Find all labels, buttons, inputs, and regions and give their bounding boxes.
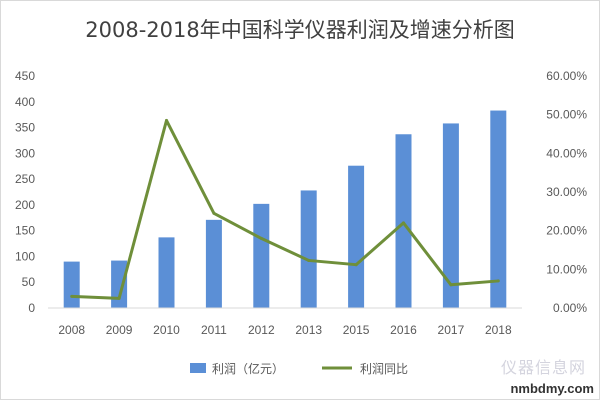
y-left-tick-label: 450 <box>15 69 35 83</box>
y-right-tick-label: 40.00% <box>546 146 587 160</box>
bar-2015 <box>348 165 365 308</box>
y-left-tick-label: 100 <box>15 249 35 263</box>
bar-2018 <box>490 110 507 308</box>
bar-2017 <box>442 123 459 308</box>
line-point-2010 <box>165 118 168 122</box>
line-point-2008 <box>70 294 74 298</box>
legend: 利润（亿元） 利润同比 <box>190 361 408 376</box>
x-tick-label: 2013 <box>295 323 322 337</box>
bar-2011 <box>205 219 222 308</box>
y-right-tick-label: 50.00% <box>546 108 587 122</box>
y-left-tick-label: 50 <box>22 275 36 289</box>
bar-2012 <box>253 203 270 308</box>
bar-2010 <box>158 237 175 308</box>
y-left-tick-label: 250 <box>15 172 35 186</box>
bar-2009 <box>111 260 128 308</box>
chart-title: 2008-2018年中国科学仪器利润及增速分析图 <box>85 18 515 42</box>
y-left-tick-label: 400 <box>15 95 35 109</box>
bar-2016 <box>395 134 412 308</box>
x-tick-label: 2018 <box>485 323 512 337</box>
line-point-2012 <box>259 236 263 240</box>
x-tick-label: 2009 <box>106 323 133 337</box>
y-axis-left: 0 50 100 150 200 250 300 350 400 450 <box>15 69 35 315</box>
y-left-tick-label: 150 <box>15 224 35 238</box>
line-series <box>70 118 500 300</box>
x-tick-label: 2015 <box>343 323 370 337</box>
y-right-tick-label: 60.00% <box>546 69 587 83</box>
y-left-tick-label: 300 <box>15 146 35 160</box>
legend-swatch-bar <box>190 363 206 373</box>
line-point-2009 <box>117 296 121 300</box>
x-axis: 2008 2009 2010 2011 2012 2013 2015 2016 2017 2018 <box>48 307 522 337</box>
y-right-tick-label: 0.00% <box>553 301 587 315</box>
line-point-2016 <box>402 221 405 225</box>
line-point-2015 <box>354 263 358 267</box>
x-tick-label: 2012 <box>248 323 275 337</box>
x-tick-label: 2016 <box>390 323 417 337</box>
y-left-tick-label: 350 <box>15 121 35 135</box>
legend-label-line: 利润同比 <box>360 362 408 376</box>
y-right-tick-label: 30.00% <box>546 185 587 199</box>
x-tick-label: 2017 <box>438 323 465 337</box>
watermark-logo: 仪器信息网 <box>500 358 586 377</box>
y-left-tick-label: 0 <box>28 301 35 315</box>
bar-series <box>63 110 507 308</box>
watermark-text: nmbdmy.com <box>510 381 594 396</box>
line-point-2018 <box>496 279 500 283</box>
legend-label-bar: 利润（亿元） <box>212 361 284 376</box>
y-left-tick-label: 200 <box>15 198 35 212</box>
line-point-2013 <box>307 258 311 262</box>
line-point-2017 <box>449 283 453 287</box>
x-tick-label: 2008 <box>58 323 85 337</box>
bar-2013 <box>300 190 317 308</box>
y-axis-right: 0.00% 10.00% 20.00% 30.00% 40.00% 50.00% 60.00… <box>546 69 587 315</box>
line-point-2011 <box>212 211 216 215</box>
x-tick-label: 2011 <box>201 323 227 337</box>
line-profit-yoy <box>71 118 499 300</box>
x-tick-label: 2010 <box>153 323 180 337</box>
bar-2008 <box>63 261 80 308</box>
y-right-tick-label: 10.00% <box>546 262 587 276</box>
y-right-tick-label: 20.00% <box>546 224 587 238</box>
